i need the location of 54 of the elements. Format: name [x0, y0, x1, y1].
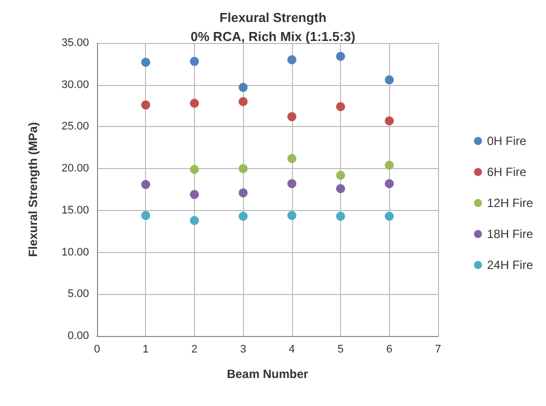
x-tick-label: 0 — [94, 344, 100, 356]
legend-label: 12H Fire — [486, 196, 534, 210]
legend-label: 0H Fire — [486, 134, 527, 148]
legend-label: 18H Fire — [486, 227, 534, 241]
point — [238, 82, 248, 92]
legend-label: 24H Fire — [486, 258, 534, 272]
y-tick-label: 10.00 — [61, 246, 89, 258]
point — [190, 98, 199, 108]
point — [190, 190, 199, 200]
legend-label: 6H Fire — [486, 165, 527, 179]
point — [287, 179, 296, 188]
y-tick-label: 30.00 — [61, 78, 89, 91]
point — [238, 188, 248, 198]
x-tick-label: 4 — [288, 344, 295, 356]
point — [238, 164, 248, 174]
point — [384, 160, 394, 170]
point — [384, 75, 394, 84]
point — [336, 52, 346, 61]
x-tick-label: 5 — [338, 344, 344, 356]
point — [190, 216, 199, 225]
point — [384, 212, 394, 221]
point — [287, 55, 296, 64]
x-tick-label: 2 — [191, 344, 198, 356]
x-tick-label: 6 — [386, 344, 392, 356]
chart-title: Flexural Strength — [220, 10, 327, 25]
y-tick-label: 5.00 — [68, 288, 89, 300]
point — [384, 116, 394, 126]
y-tick-label: 35.00 — [61, 37, 89, 49]
point — [141, 180, 150, 189]
y-tick-label: 25.00 — [61, 120, 89, 133]
point — [141, 210, 150, 220]
point — [287, 210, 296, 220]
x-tick-label: 1 — [142, 344, 149, 356]
chart-subtitle: 0% RCA, Rich Mix (1:1.5:3) — [190, 29, 356, 44]
x-tick-label: 7 — [434, 344, 442, 356]
point — [336, 212, 346, 221]
point — [190, 164, 199, 174]
x-axis-title: Beam Number — [226, 367, 309, 381]
point — [190, 56, 199, 66]
point — [141, 100, 150, 110]
point — [336, 184, 346, 194]
point — [336, 170, 346, 180]
point — [238, 212, 248, 221]
y-axis-title: Flexural Strength (MPa) — [26, 122, 40, 257]
y-tick-label: 20.00 — [61, 162, 89, 175]
y-tick-label: 15.00 — [61, 204, 89, 216]
y-tick-label: 0.00 — [68, 330, 89, 342]
x-tick-label: 3 — [240, 344, 246, 356]
point — [336, 102, 346, 112]
point — [287, 112, 296, 122]
point — [384, 179, 394, 188]
point — [141, 58, 150, 67]
point — [287, 154, 296, 164]
point — [238, 97, 248, 106]
